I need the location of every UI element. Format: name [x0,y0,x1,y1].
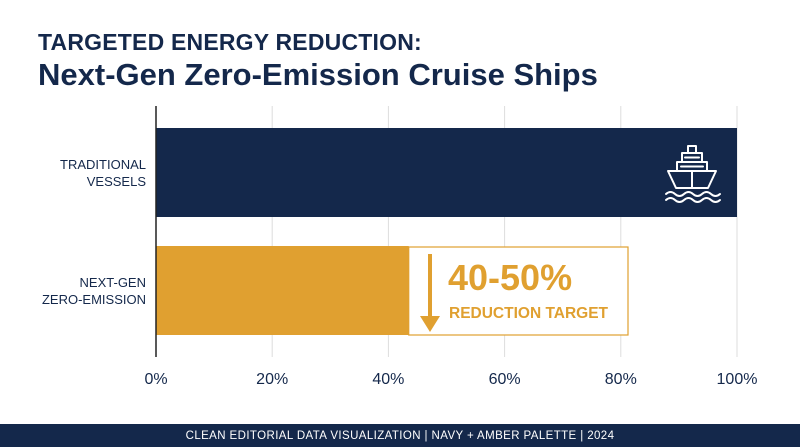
chart-kicker: TARGETED ENERGY REDUCTION: [38,29,422,55]
x-tick-label: 60% [489,371,521,388]
x-tick-label: 0% [144,371,167,388]
x-tick-label: 40% [372,371,404,388]
footer-bar: CLEAN EDITORIAL DATA VISUALIZATION | NAV… [0,424,800,447]
down-arrow-icon [420,254,440,332]
annotation-box [408,246,629,336]
chart-title: Next-Gen Zero-Emission Cruise Ships [38,57,598,92]
x-tick-label: 20% [256,371,288,388]
category-label: VESSELS [87,174,147,189]
annotation-label: REDUCTION TARGET [449,305,609,322]
category-label: NEXT-GEN [80,275,146,290]
annotation-value: 40-50% [448,257,572,298]
cruise-ship-icon [665,145,721,203]
category-label: TRADITIONAL [60,157,146,172]
bar-traditional [156,128,737,217]
bar-next-gen [156,246,409,335]
bar-chart: TRADITIONAL VESSELS NEXT-GEN ZERO-EMISSION 0… [42,106,758,388]
x-tick-label: 80% [605,371,637,388]
x-tick-label: 100% [717,371,758,388]
category-label: ZERO-EMISSION [42,292,146,307]
